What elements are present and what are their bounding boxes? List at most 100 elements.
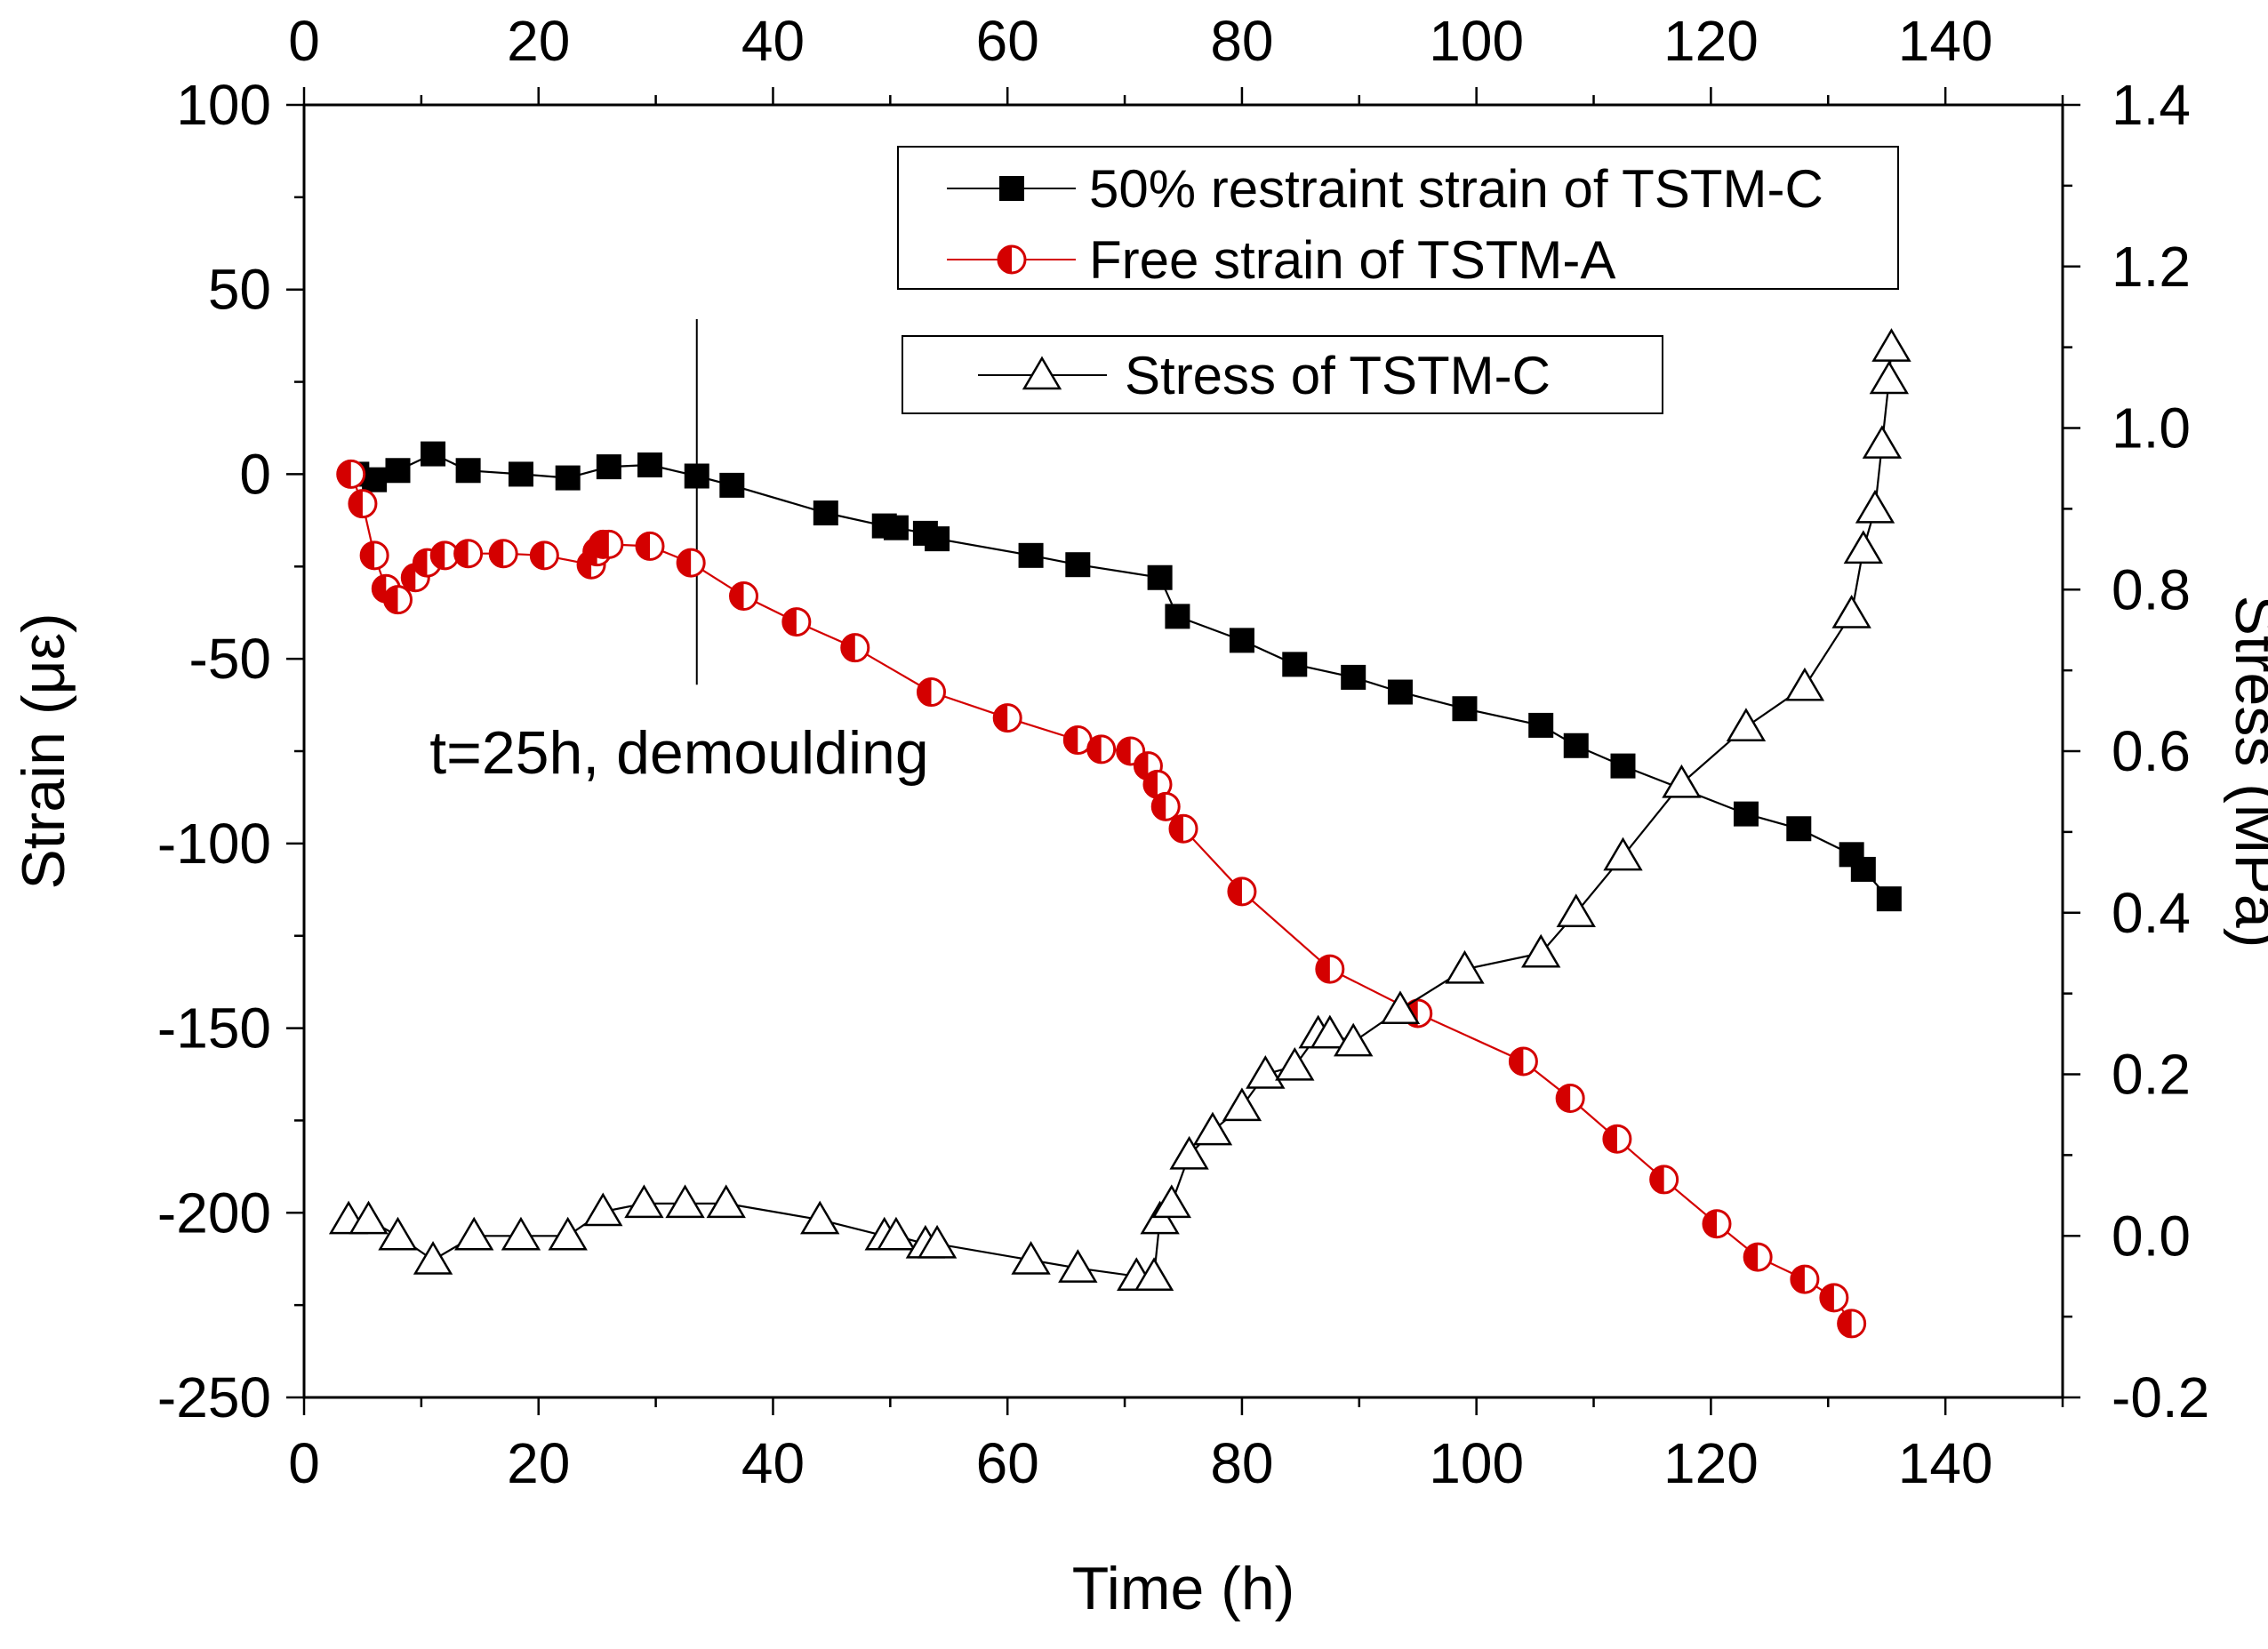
data-point-triangle — [1662, 764, 1702, 798]
y2-tick-label: 0.8 — [2112, 557, 2191, 621]
data-point-circle — [1555, 1084, 1585, 1114]
legend-box-strain: 50% restraint strain of TSTM-C Free stra… — [897, 146, 1899, 290]
legend-label-restraint: 50% restraint strain of TSTM-C — [1089, 159, 1823, 219]
data-point-triangle — [706, 1184, 746, 1219]
y-axis-title: Strain (με) — [10, 612, 77, 889]
data-point-circle — [1743, 1242, 1773, 1272]
data-point-triangle — [1246, 1055, 1286, 1089]
data-point-triangle — [1151, 1184, 1191, 1219]
data-point-square — [719, 472, 745, 498]
data-point-circle — [1819, 1283, 1849, 1313]
x-top-tick-label: 120 — [1663, 9, 1759, 73]
y-tick-label: -50 — [189, 627, 272, 691]
x-top-tick-label: 140 — [1898, 9, 1993, 73]
x-tick-label: 60 — [976, 1431, 1039, 1495]
data-point-circle — [1168, 813, 1198, 844]
data-point-triangle — [1855, 489, 1895, 524]
data-point-circle — [336, 459, 366, 489]
data-point-triangle — [548, 1216, 588, 1251]
data-point-circle — [529, 540, 559, 571]
data-point-triangle — [1169, 1135, 1209, 1170]
data-point-triangle — [1726, 708, 1767, 741]
data-point-triangle — [876, 1216, 917, 1251]
series-layer — [328, 328, 1911, 1339]
data-point-square — [1528, 712, 1554, 738]
data-point-triangle — [1784, 667, 1825, 701]
data-point-triangle — [501, 1216, 541, 1251]
data-point-triangle — [1869, 360, 1910, 395]
data-point-triangle — [413, 1241, 453, 1275]
data-point-triangle — [1831, 595, 1871, 628]
y2-axis-title: Stress (MPa) — [2223, 596, 2268, 949]
legend-marker-restraint — [999, 176, 1024, 201]
data-point-triangle — [1871, 328, 1911, 362]
legend-box-stress: Stress of TSTM-C — [902, 335, 1663, 414]
y2-tick-label: -0.2 — [2112, 1365, 2209, 1429]
data-point-circle — [1837, 1309, 1867, 1339]
data-point-square — [555, 465, 581, 491]
data-point-triangle — [1275, 1046, 1315, 1081]
y-tick-label: 100 — [176, 73, 271, 137]
y-tick-label: -200 — [157, 1181, 271, 1245]
x-top-tick-label: 0 — [288, 9, 320, 73]
y2-tick-label: 1.2 — [2112, 235, 2191, 299]
data-point-triangle — [1011, 1241, 1051, 1275]
x-tick-label: 80 — [1210, 1431, 1273, 1495]
data-point-triangle — [349, 1200, 389, 1235]
data-point-triangle — [1603, 837, 1643, 871]
y-tick-label: 0 — [239, 442, 271, 506]
data-point-circle — [781, 607, 812, 637]
x-tick-label: 100 — [1429, 1431, 1524, 1495]
data-point-square — [1065, 552, 1091, 578]
x-tick-label: 0 — [288, 1431, 320, 1495]
data-point-circle — [1062, 725, 1093, 756]
data-point-square — [362, 467, 388, 492]
data-point-square — [508, 461, 533, 487]
legend-label-stress: Stress of TSTM-C — [1125, 346, 1551, 405]
legend-marker-stress — [1022, 356, 1062, 390]
data-point-triangle — [1380, 990, 1421, 1025]
data-point-square — [1018, 542, 1044, 568]
data-point-triangle — [1222, 1087, 1262, 1122]
data-point-circle — [729, 581, 758, 612]
data-point-triangle — [583, 1192, 623, 1227]
data-point-circle — [1508, 1046, 1538, 1077]
data-point-square — [883, 515, 909, 540]
legend-marker-free — [997, 244, 1027, 275]
y2-tick-label: 0.6 — [2112, 719, 2191, 783]
data-point-square — [1165, 604, 1190, 629]
data-point-circle — [382, 585, 413, 615]
data-point-square — [1733, 801, 1759, 827]
series-0 — [344, 441, 1902, 912]
data-point-triangle — [624, 1184, 664, 1219]
data-point-square — [1563, 732, 1589, 758]
x-tick-label: 20 — [507, 1431, 570, 1495]
data-point-triangle — [917, 1224, 958, 1259]
axis-ticks — [286, 87, 2080, 1415]
data-point-circle — [1227, 877, 1257, 907]
data-point-circle — [635, 531, 665, 561]
data-point-triangle — [1445, 949, 1485, 984]
data-point-circle — [1150, 791, 1181, 821]
data-point-square — [1786, 816, 1812, 842]
y-tick-label: -100 — [157, 812, 271, 876]
data-point-triangle — [1843, 530, 1884, 564]
data-point-triangle — [800, 1200, 840, 1235]
x-axis-title: Time (h) — [1072, 1555, 1295, 1622]
y-tick-label: -250 — [157, 1365, 271, 1429]
x-top-tick-label: 20 — [507, 9, 570, 73]
data-point-triangle — [1334, 1022, 1374, 1057]
data-point-circle — [1142, 769, 1173, 799]
data-point-square — [1850, 856, 1876, 882]
y2-tick-label: 1.0 — [2112, 396, 2191, 460]
data-point-square — [925, 526, 950, 552]
data-point-triangle — [1310, 1014, 1350, 1049]
data-point-triangle — [1058, 1249, 1098, 1283]
series-2 — [328, 328, 1911, 1291]
data-point-square — [813, 500, 838, 526]
legend-frame-strain — [897, 146, 1899, 290]
data-point-square — [1876, 886, 1902, 912]
data-point-circle — [453, 539, 484, 569]
data-point-triangle — [1192, 1111, 1233, 1146]
y-tick-label: 50 — [208, 258, 271, 322]
